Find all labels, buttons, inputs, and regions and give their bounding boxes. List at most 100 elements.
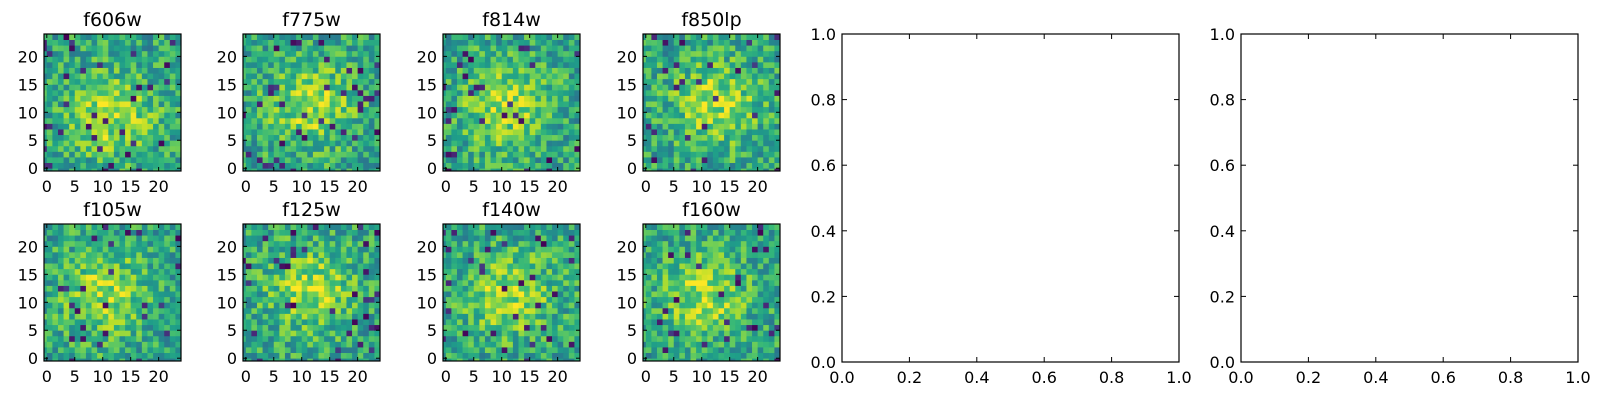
- heatmap-cell: [324, 151, 331, 158]
- heatmap-cell: [85, 112, 92, 119]
- heatmap-cell: [357, 229, 364, 236]
- heatmap-cell: [557, 39, 564, 46]
- heatmap-cell: [312, 106, 319, 113]
- heatmap-cell: [69, 101, 76, 108]
- heatmap-cell: [251, 112, 258, 119]
- heatmap-cell: [318, 39, 325, 46]
- heatmap-cell: [479, 240, 486, 247]
- heatmap-cell: [696, 352, 703, 359]
- heatmap-cell: [340, 84, 347, 91]
- heatmap-cell: [125, 352, 132, 359]
- heatmap-cell: [496, 330, 503, 337]
- heatmap-cell: [284, 268, 291, 275]
- heatmap-cell: [524, 45, 531, 52]
- heatmap-cell: [141, 224, 148, 230]
- heatmap-cell: [546, 162, 553, 169]
- heatmap-cell: [374, 89, 381, 96]
- heatmap-cell: [279, 89, 286, 96]
- heatmap-cell: [147, 50, 154, 57]
- heatmap-cell: [729, 89, 736, 96]
- heatmap-cell: [307, 157, 314, 164]
- heatmap-cell: [268, 157, 275, 164]
- heatmap-cell: [473, 324, 480, 331]
- heatmap-cell: [512, 358, 519, 362]
- heatmap-cell: [312, 140, 319, 147]
- heatmap-cell: [518, 319, 525, 326]
- heatmap-cell: [484, 268, 491, 275]
- heatmap-cell: [158, 224, 165, 230]
- heatmap-cell: [91, 263, 98, 270]
- heatmap-cell: [63, 240, 70, 247]
- heatmap-cell: [445, 324, 452, 331]
- heatmap-cell: [684, 307, 691, 314]
- heatmap-cell: [318, 67, 325, 74]
- heatmap-cell: [251, 78, 258, 85]
- heatmap-cell: [479, 101, 486, 108]
- heatmap-cell: [368, 78, 375, 85]
- heatmap-cell: [52, 263, 59, 270]
- heatmap-cell: [63, 235, 70, 242]
- y-tick-label: 20: [217, 47, 237, 66]
- heatmap-cell: [501, 279, 508, 286]
- heatmap-cell: [312, 45, 319, 52]
- heatmap-cell: [80, 61, 87, 68]
- heatmap-cell: [63, 50, 70, 57]
- heatmap-cell: [119, 240, 126, 247]
- heatmap-cell: [552, 257, 559, 264]
- heatmap-cell: [707, 39, 714, 46]
- heatmap-cell: [113, 335, 120, 342]
- heatmap-cell: [85, 73, 92, 80]
- heatmap-cell: [57, 78, 64, 85]
- heatmap-cell: [668, 106, 675, 113]
- heatmap-cell: [443, 358, 447, 362]
- heatmap-cell: [690, 285, 697, 292]
- heatmap-cell: [273, 89, 280, 96]
- heatmap-cell: [74, 251, 81, 258]
- heatmap-cell: [153, 117, 160, 124]
- heatmap-cell: [651, 352, 658, 359]
- y-tick-label: 5: [627, 131, 637, 150]
- heatmap-cell: [324, 347, 331, 354]
- heatmap-cell: [175, 67, 182, 74]
- heatmap-cell: [268, 240, 275, 247]
- heatmap-cell: [273, 274, 280, 281]
- heatmap-cell: [679, 145, 686, 152]
- heatmap-cell: [119, 251, 126, 258]
- heatmap-cell: [740, 39, 747, 46]
- heatmap-cell: [158, 39, 165, 46]
- heatmap-cell: [535, 145, 542, 152]
- heatmap-cell: [445, 117, 452, 124]
- heatmap-cell: [69, 106, 76, 113]
- y-tick-label: 15: [217, 75, 237, 94]
- heatmap-cell: [251, 224, 258, 230]
- heatmap-cell: [243, 123, 247, 130]
- heatmap-cell: [91, 134, 98, 141]
- heatmap-cell: [651, 129, 658, 136]
- heatmap-cell: [97, 307, 104, 314]
- heatmap-cell: [462, 157, 469, 164]
- heatmap-cell: [130, 358, 137, 362]
- heatmap-cell: [318, 347, 325, 354]
- heatmap-cell: [696, 168, 703, 172]
- heatmap-cell: [563, 162, 570, 169]
- heatmap-cell: [284, 61, 291, 68]
- heatmap-cell: [529, 291, 536, 298]
- heatmap-cell: [563, 268, 570, 275]
- heatmap-cell: [679, 67, 686, 74]
- heatmap-cell: [307, 134, 314, 141]
- heatmap-cell: [462, 257, 469, 264]
- heatmap-cell: [490, 45, 497, 52]
- heatmap-cell: [147, 268, 154, 275]
- heatmap-cell: [468, 101, 475, 108]
- heatmap-cell: [63, 324, 70, 331]
- heatmap-cell: [568, 73, 575, 80]
- heatmap-cell: [768, 279, 775, 286]
- heatmap-cell: [130, 56, 137, 63]
- heatmap-cell: [724, 162, 731, 169]
- heatmap-cell: [518, 330, 525, 337]
- heatmap-cell: [141, 268, 148, 275]
- heatmap-cell: [175, 302, 182, 309]
- heatmap-cell: [268, 162, 275, 169]
- heatmap-cell: [507, 240, 514, 247]
- heatmap-cell: [774, 106, 781, 113]
